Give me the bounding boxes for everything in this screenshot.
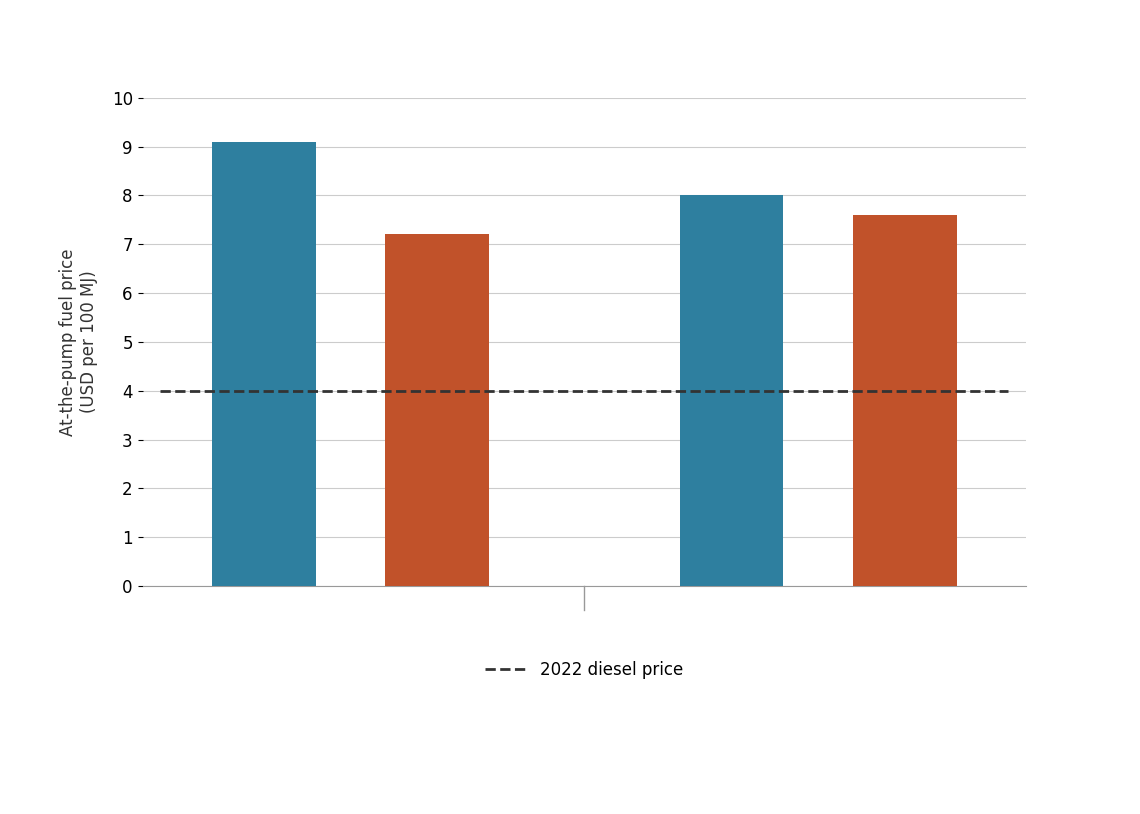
Y-axis label: At-the-pump fuel price
(USD per 100 MJ): At-the-pump fuel price (USD per 100 MJ): [59, 248, 98, 435]
Bar: [853, 215, 956, 586]
Legend: 2022 diesel price: 2022 diesel price: [479, 654, 690, 685]
Bar: [385, 234, 489, 586]
Bar: [679, 195, 783, 586]
Bar: [212, 142, 316, 586]
